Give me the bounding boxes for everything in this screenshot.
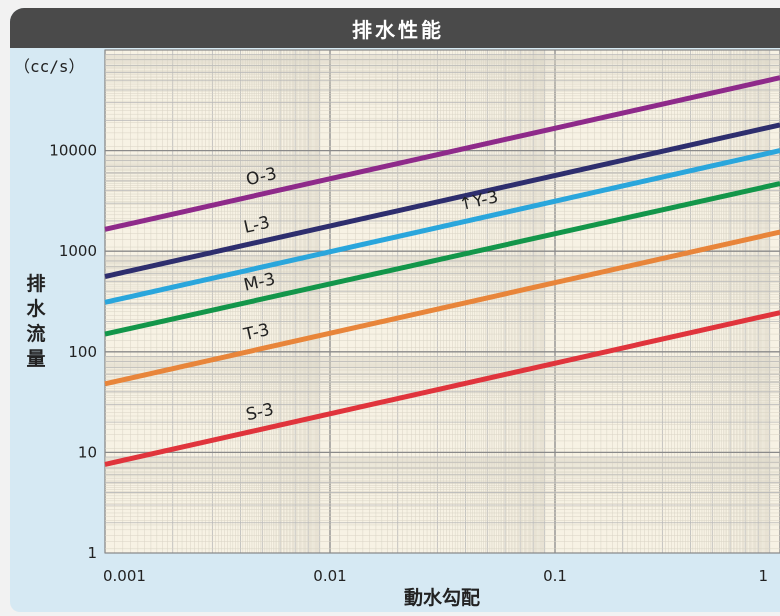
series-line-l-3 <box>104 122 780 279</box>
chart-header: 排水性能 <box>10 8 780 48</box>
y-tick-label: 1000 <box>59 242 97 260</box>
y-axis-title-char: 量 <box>26 348 45 370</box>
y-tick-label: 100 <box>68 343 97 361</box>
plot-area <box>104 49 780 554</box>
x-tick-label: 0.01 <box>313 567 346 585</box>
x-tick-label: 0.1 <box>543 567 567 585</box>
y-axis-title-char: 排 <box>26 272 45 295</box>
series-line-s-3 <box>104 310 780 467</box>
grid-lines <box>104 49 780 554</box>
x-tick-label: 1 <box>758 567 768 585</box>
y-axis-title-char: 水 <box>26 298 46 320</box>
y-tick-label: 10 <box>78 443 97 461</box>
y-unit-label: （cc/s） <box>14 57 85 76</box>
tick-labels: 0.001 0.01 0.1 1 1 10 100 1000 10000 <box>49 142 768 585</box>
y-tick-label: 10000 <box>49 142 97 160</box>
x-axis-title: 動水勾配 <box>404 586 480 609</box>
series-line-o-3 <box>104 75 780 232</box>
series-line-t-3 <box>104 229 780 387</box>
y-axis-title-char: 流 <box>26 322 45 345</box>
x-tick-label: 0.001 <box>103 567 146 585</box>
series-line-m-3 <box>104 181 780 337</box>
y-tick-label: 1 <box>87 544 97 562</box>
series-line-y-3 <box>104 148 780 305</box>
chart-title: 排水性能 <box>352 17 444 42</box>
series-lines <box>104 75 780 467</box>
